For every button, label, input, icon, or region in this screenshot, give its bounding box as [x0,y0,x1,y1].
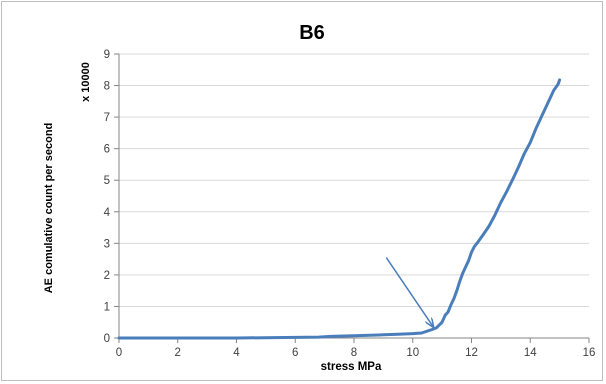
x-tick-label-10: 10 [406,347,419,359]
y-tick-label-2: 2 [104,270,110,282]
x-tick-label-6: 6 [292,347,298,359]
x-tick-label-4: 4 [233,347,240,359]
y-axis-label: AE comulative count per second [43,123,55,294]
x-tick-label-14: 14 [524,347,537,359]
x-tick-label-16: 16 [583,347,596,359]
axes [114,53,590,343]
x-tick-label-8: 8 [351,347,357,359]
y-tick-label-4: 4 [104,207,111,219]
y-tick-label-7: 7 [104,112,110,124]
y-tick-label-9: 9 [104,49,110,61]
annotation-arrow [385,257,433,327]
y-tick-labels: 0 1 2 3 4 5 6 7 8 9 [104,49,111,345]
y-tick-label-1: 1 [104,301,110,313]
y-tick-label-6: 6 [104,144,110,156]
series-line-0 [117,78,562,340]
annotation-layer [385,257,433,327]
grid-lines [119,53,589,307]
chart-title: B6 [299,22,325,44]
y-tick-label-5: 5 [104,175,110,187]
x-tick-label-12: 12 [465,347,478,359]
x-tick-label-0: 0 [116,347,122,359]
y-tick-label-3: 3 [104,238,110,250]
x-tick-labels: 0 2 4 6 8 10 12 14 16 [116,347,596,359]
y-tick-label-8: 8 [104,81,110,93]
y-tick-label-0: 0 [104,333,110,345]
x-tick-label-2: 2 [175,347,181,359]
series-layer [117,78,562,340]
y-multiplier-label: x 10000 [80,62,92,102]
x-axis-label: stress MPa [321,361,382,373]
